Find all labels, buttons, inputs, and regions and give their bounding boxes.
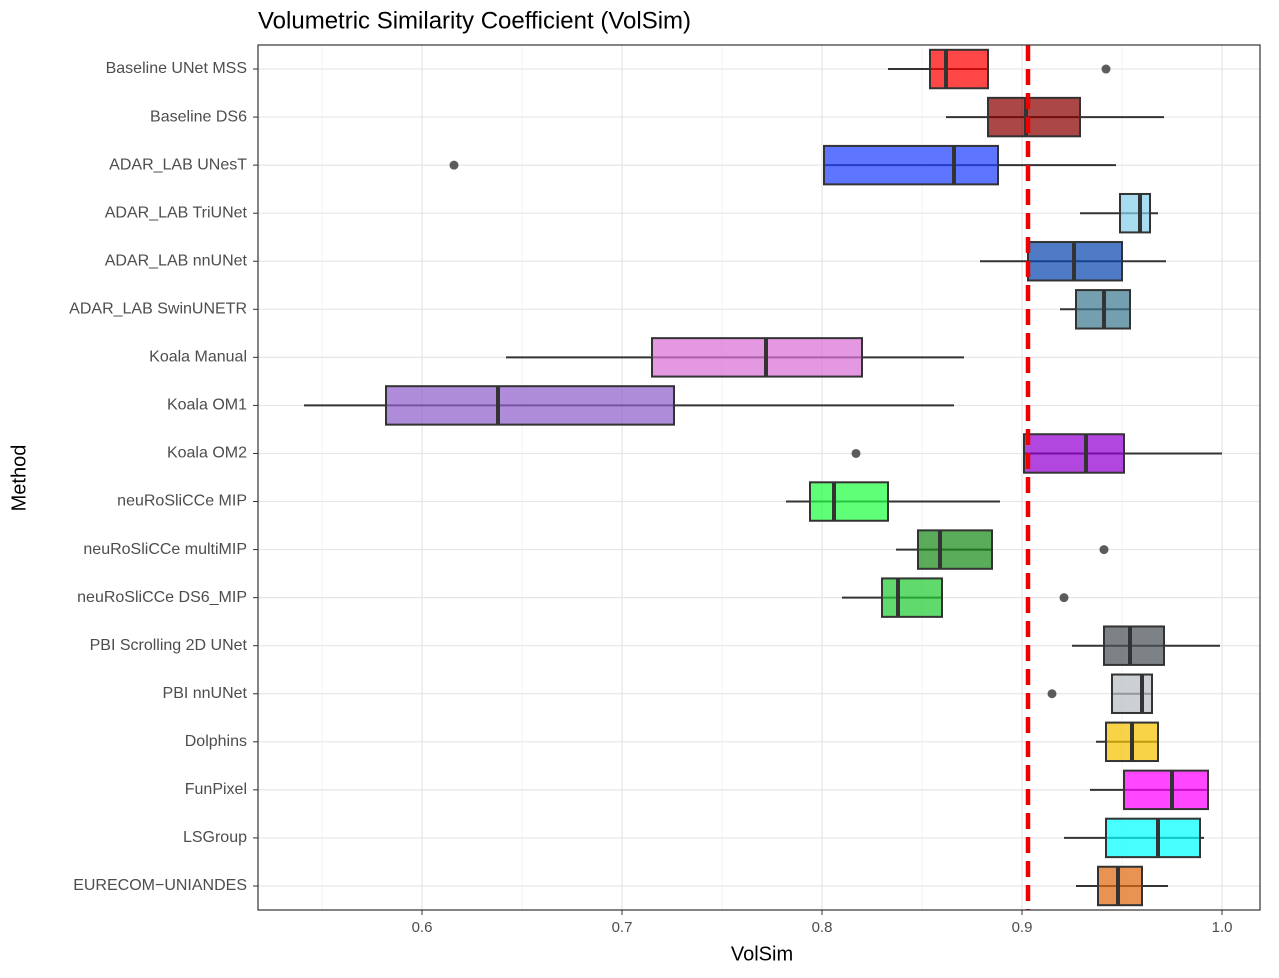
x-tick-label: 0.7 <box>612 919 633 936</box>
box <box>651 337 863 378</box>
outlier <box>1059 593 1069 603</box>
y-tick-label: Dolphins <box>185 733 247 750</box>
y-tick-label: ADAR_LAB TriUNet <box>105 204 248 221</box>
box <box>823 144 999 186</box>
y-tick-label: neuRoSliCCe MIP <box>117 493 247 510</box>
outlier <box>1101 64 1111 74</box>
y-tick-label: ADAR_LAB nnUNet <box>105 252 248 269</box>
box <box>929 48 989 90</box>
box <box>881 577 943 618</box>
box <box>917 529 993 570</box>
y-tick-label: Koala Manual <box>149 349 247 366</box>
x-tick-label: 0.6 <box>412 919 433 936</box>
y-tick-label: neuRoSliCCe multiMIP <box>83 541 247 558</box>
y-tick-label: Koala OM1 <box>167 397 247 414</box>
box <box>1023 433 1125 474</box>
outlier <box>851 448 861 458</box>
y-tick-label: Koala OM2 <box>167 445 247 462</box>
y-tick-label: Baseline DS6 <box>150 108 247 125</box>
outlier <box>449 160 459 170</box>
y-tick-label: PBI Scrolling 2D UNet <box>90 637 248 654</box>
y-tick-label: FunPixel <box>185 781 247 798</box>
y-tick-label: Baseline UNet MSS <box>106 60 247 77</box>
box <box>1103 625 1165 666</box>
outlier <box>1099 545 1109 555</box>
y-tick-label: EURECOM−UNIANDES <box>73 877 247 894</box>
box <box>1111 673 1153 714</box>
x-tick-label: 1.0 <box>1212 919 1233 936</box>
y-tick-label: PBI nnUNet <box>163 685 248 702</box>
box <box>987 96 1081 138</box>
box <box>1119 192 1151 234</box>
box <box>385 385 675 426</box>
box <box>1105 817 1201 859</box>
y-tick-label: ADAR_LAB UNesT <box>109 156 247 173</box>
x-axis-label: VolSim <box>731 943 793 965</box>
box <box>809 481 889 522</box>
plot-border <box>257 44 1261 911</box>
outlier <box>1047 689 1057 699</box>
y-tick-label: ADAR_LAB SwinUNETR <box>69 301 247 318</box>
chart-title: Volumetric Similarity Coefficient (VolSi… <box>258 7 691 34</box>
y-tick-label: neuRoSliCCe DS6_MIP <box>77 589 247 606</box>
x-tick-label: 0.9 <box>1012 919 1033 936</box>
y-tick-label: LSGroup <box>183 829 247 846</box>
x-tick-label: 0.8 <box>812 919 833 936</box>
y-axis-label: Method <box>8 445 30 512</box>
box <box>1123 769 1209 811</box>
